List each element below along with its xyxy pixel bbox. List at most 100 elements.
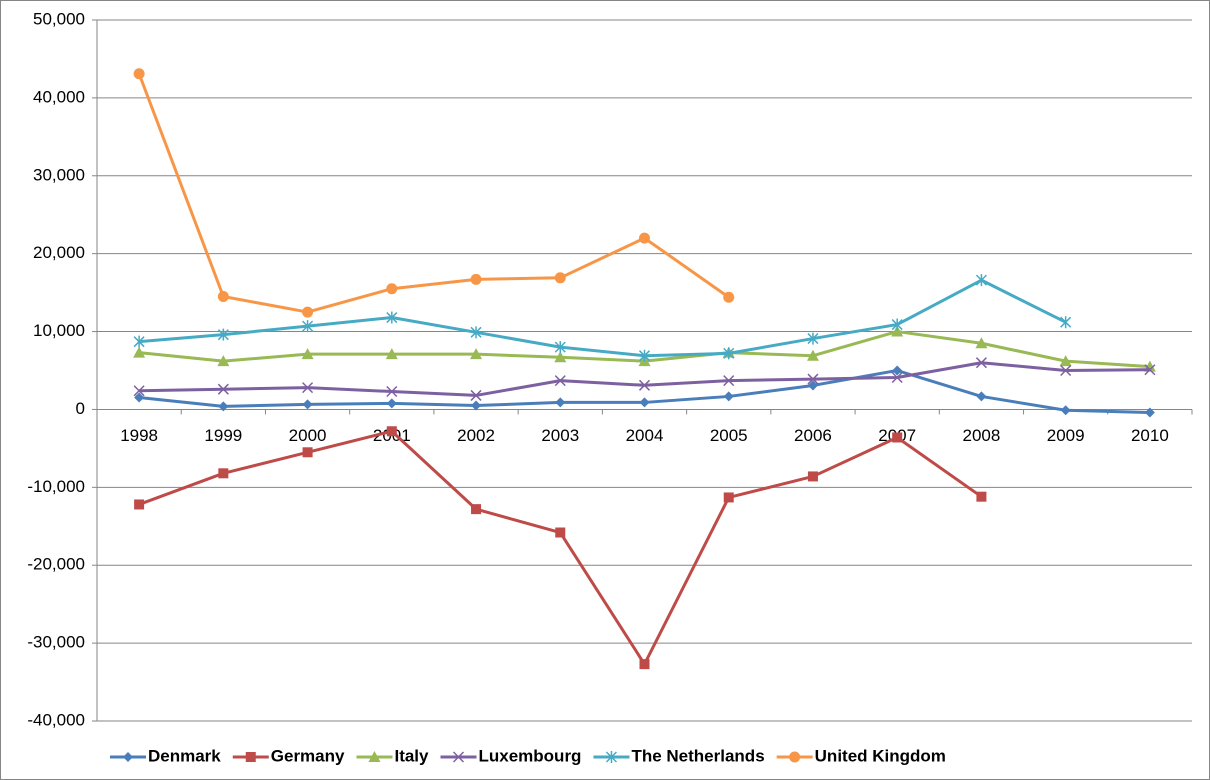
y-tick-label: -30,000 <box>27 633 85 652</box>
marker <box>892 365 903 376</box>
marker <box>123 752 133 762</box>
marker <box>723 391 734 402</box>
marker <box>368 751 381 762</box>
marker <box>638 379 651 391</box>
legend-item: Luxembourg <box>440 746 582 765</box>
marker <box>806 349 819 361</box>
x-tick-label: 2005 <box>710 426 748 445</box>
marker <box>554 341 566 354</box>
marker <box>302 306 314 318</box>
marker <box>302 399 313 410</box>
marker <box>975 357 987 369</box>
marker <box>218 468 229 479</box>
marker <box>723 492 734 503</box>
marker <box>892 432 903 443</box>
marker <box>639 659 650 670</box>
marker <box>976 491 987 502</box>
marker <box>470 273 482 285</box>
marker <box>975 274 987 287</box>
series <box>134 365 1155 418</box>
marker <box>1060 316 1072 329</box>
marker <box>245 752 256 762</box>
marker <box>301 348 314 360</box>
marker <box>386 283 398 295</box>
marker <box>976 391 987 402</box>
x-tick-label: 2009 <box>1047 426 1085 445</box>
marker <box>386 385 398 398</box>
marker <box>133 385 145 397</box>
y-tick-label: -20,000 <box>27 555 85 574</box>
marker <box>302 382 314 394</box>
marker <box>302 320 314 333</box>
marker <box>1144 364 1156 376</box>
series-line <box>138 278 1067 358</box>
marker <box>1144 407 1155 418</box>
marker <box>217 328 229 341</box>
marker <box>471 400 482 411</box>
y-tick-label: 0 <box>76 399 85 418</box>
legend-item: Germany <box>232 746 345 765</box>
series <box>133 357 1156 401</box>
legend-label: United Kingdom <box>815 746 946 765</box>
marker <box>470 326 482 339</box>
legend-item: Denmark <box>110 746 221 765</box>
marker <box>1060 405 1071 416</box>
marker <box>133 335 145 348</box>
marker <box>554 375 566 387</box>
marker <box>891 318 903 331</box>
marker <box>470 348 483 360</box>
legend-label: The Netherlands <box>631 746 764 765</box>
marker <box>133 346 146 358</box>
marker <box>1060 364 1072 377</box>
marker <box>452 751 465 763</box>
marker <box>723 375 735 387</box>
x-tick-label: 2006 <box>794 426 832 445</box>
marker <box>218 401 229 412</box>
marker <box>134 499 145 510</box>
marker <box>555 527 566 538</box>
x-tick-label: 2004 <box>626 426 664 445</box>
marker <box>302 447 313 458</box>
legend-label: Germany <box>271 746 345 765</box>
x-tick-label: 1999 <box>204 426 242 445</box>
series <box>133 68 735 318</box>
marker <box>605 751 617 763</box>
marker <box>133 68 145 80</box>
marker <box>639 232 650 244</box>
y-tick-label: -10,000 <box>27 477 85 496</box>
marker <box>386 311 398 324</box>
marker <box>134 392 145 403</box>
marker <box>639 397 650 408</box>
marker <box>807 332 819 345</box>
marker <box>975 337 988 349</box>
legend-item: The Netherlands <box>593 746 765 765</box>
marker <box>807 380 818 391</box>
y-tick-label: 10,000 <box>33 321 85 340</box>
y-tick-label: -40,000 <box>27 710 85 729</box>
marker <box>386 398 397 409</box>
y-tick-label: 50,000 <box>33 9 85 28</box>
legend-label: Denmark <box>148 746 221 765</box>
x-tick-label: 2003 <box>541 426 579 445</box>
x-tick-label: 2002 <box>457 426 495 445</box>
marker <box>723 347 735 360</box>
x-tick-label: 1998 <box>120 426 158 445</box>
marker <box>789 751 801 763</box>
series <box>134 426 987 670</box>
series <box>133 274 1072 362</box>
legend-label: Luxembourg <box>479 746 582 765</box>
y-tick-label: 20,000 <box>33 243 85 262</box>
marker <box>1059 355 1072 367</box>
legend-item: United Kingdom <box>776 746 946 765</box>
x-tick-label: 2010 <box>1131 426 1169 445</box>
marker <box>217 291 229 303</box>
legend-item: Italy <box>356 746 429 765</box>
marker <box>555 397 566 408</box>
marker <box>385 348 398 360</box>
y-tick-label: 30,000 <box>33 165 85 184</box>
x-tick-label: 2000 <box>289 426 327 445</box>
legend-label: Italy <box>394 746 429 765</box>
marker <box>470 389 482 401</box>
series-line <box>137 73 730 314</box>
